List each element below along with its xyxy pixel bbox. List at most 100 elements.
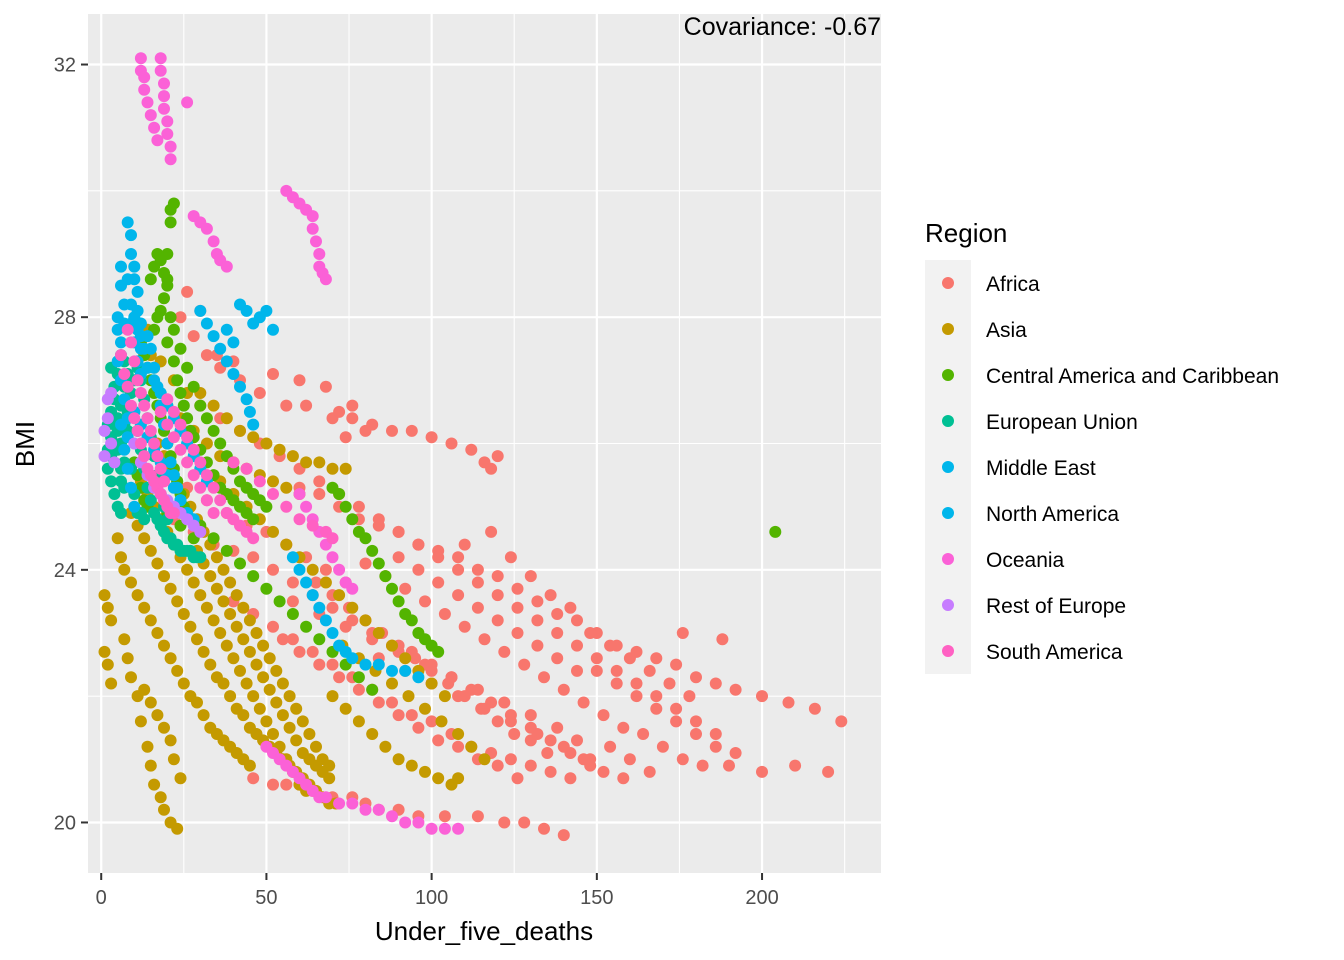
data-point <box>115 507 127 519</box>
data-point <box>445 671 458 684</box>
data-point <box>491 570 504 583</box>
data-point <box>227 368 240 380</box>
data-point <box>326 627 339 639</box>
data-point <box>108 456 121 469</box>
data-point <box>438 690 451 703</box>
data-point <box>326 462 339 475</box>
data-point <box>372 696 385 709</box>
data-point <box>326 690 339 703</box>
data-point <box>267 620 279 633</box>
data-point <box>131 589 144 602</box>
y-axis-title: BMI <box>10 421 40 467</box>
data-point <box>253 475 266 488</box>
data-point <box>531 595 544 608</box>
data-point <box>551 652 564 665</box>
data-point <box>125 671 137 684</box>
data-point <box>194 304 207 317</box>
data-point <box>690 671 702 684</box>
data-point <box>541 747 554 759</box>
data-point <box>118 298 131 311</box>
data-point <box>650 702 663 715</box>
data-point <box>333 589 346 602</box>
data-point <box>148 778 161 791</box>
data-point <box>346 412 359 425</box>
data-point <box>319 563 332 576</box>
data-point <box>260 582 273 595</box>
data-point <box>432 772 445 785</box>
data-point <box>181 456 194 469</box>
data-point <box>164 734 177 747</box>
data-point <box>617 721 630 734</box>
data-point <box>181 563 194 576</box>
legend-label: Africa <box>986 273 1040 296</box>
data-point <box>280 538 293 551</box>
data-point <box>125 336 137 349</box>
data-point <box>158 77 170 90</box>
data-point <box>471 810 484 823</box>
data-point <box>247 513 260 526</box>
data-point <box>597 709 610 722</box>
data-point <box>339 462 352 475</box>
data-point <box>478 702 491 715</box>
series-oceania <box>134 52 465 835</box>
data-point <box>392 595 405 608</box>
data-point <box>257 639 270 652</box>
legend-key <box>942 645 954 657</box>
data-point <box>101 601 114 614</box>
data-point <box>167 431 180 444</box>
data-point <box>174 772 187 785</box>
data-point <box>138 450 151 463</box>
data-point <box>452 728 465 740</box>
data-point <box>293 563 306 576</box>
data-point <box>313 601 326 614</box>
data-point <box>359 424 372 437</box>
data-point <box>452 772 465 785</box>
data-point <box>207 481 220 494</box>
data-point <box>300 500 313 513</box>
data-point <box>267 728 279 740</box>
data-point <box>171 822 184 835</box>
data-point <box>187 469 200 482</box>
data-point <box>610 664 623 677</box>
data-point <box>204 570 217 583</box>
data-point <box>267 778 279 791</box>
data-point <box>306 519 319 532</box>
data-point <box>161 128 174 140</box>
data-point <box>167 355 180 368</box>
data-point <box>564 601 577 614</box>
data-point <box>98 424 111 437</box>
data-point <box>756 690 768 703</box>
data-point <box>230 589 243 602</box>
data-point <box>171 595 184 608</box>
data-point <box>260 715 273 728</box>
data-point <box>386 664 398 677</box>
x-tick-label: 200 <box>745 887 778 909</box>
data-point <box>125 399 137 412</box>
data-point <box>187 576 200 589</box>
data-point <box>207 330 220 343</box>
data-point <box>214 342 227 355</box>
data-point <box>158 570 170 583</box>
data-point <box>432 645 445 658</box>
data-point <box>392 525 405 538</box>
data-point <box>729 747 742 759</box>
data-point <box>200 317 213 330</box>
data-point <box>177 608 190 620</box>
data-point <box>111 532 124 545</box>
data-point <box>234 424 246 437</box>
data-point <box>115 475 127 488</box>
data-point <box>405 614 418 627</box>
data-point <box>115 260 127 273</box>
data-point <box>663 677 676 690</box>
data-point <box>551 608 564 620</box>
data-point <box>154 52 167 65</box>
y-tick-label: 20 <box>54 812 76 834</box>
legend-label: North America <box>986 503 1119 526</box>
data-point <box>498 696 511 709</box>
data-point <box>485 525 498 538</box>
data-point <box>280 399 293 412</box>
data-point <box>214 494 227 507</box>
legend-label: Middle East <box>986 457 1096 480</box>
y-axis: 20 24 28 32 <box>54 55 88 834</box>
data-point <box>286 450 299 463</box>
